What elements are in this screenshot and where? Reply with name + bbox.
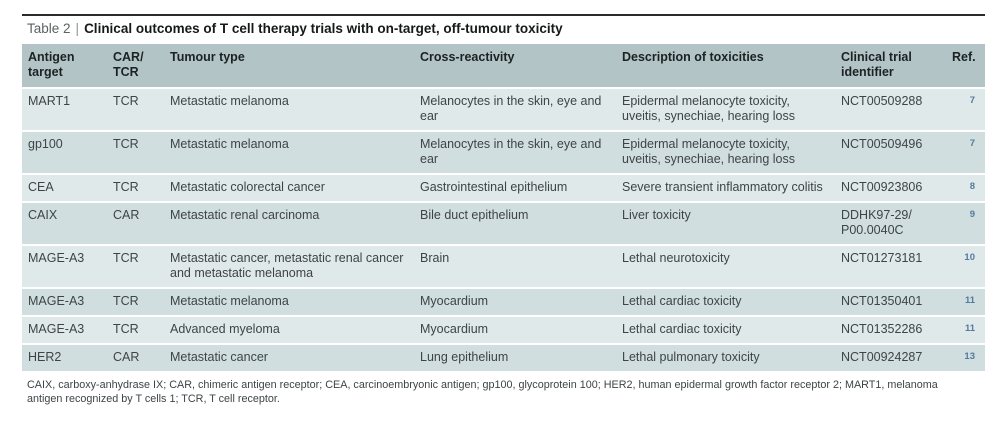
cell-car-tcr: TCR (113, 251, 139, 265)
cell-tumour-type: Metastatic melanoma (170, 294, 289, 308)
col-header-ref: Ref. (952, 50, 976, 64)
cell-tumour-type: Metastatic cancer (170, 350, 268, 364)
cell-antigen-target: MAGE-A3 (28, 322, 85, 336)
cell-ref: 13 (964, 351, 975, 362)
cell-tumour-type: Metastatic colorectal cancer (170, 180, 325, 194)
table-row: MAGE-A3 TCR Metastatic cancer, metastati… (22, 245, 985, 288)
cell-ref: 7 (969, 138, 975, 149)
col-header-trial-identifier: Clinical trial identifier (841, 50, 912, 79)
cell-tumour-type: Metastatic cancer, metastatic renal canc… (170, 251, 404, 280)
table-row: MAGE-A3 TCR Metastatic melanoma Myocardi… (22, 288, 985, 316)
cell-ref: 11 (964, 295, 975, 306)
caption-separator: | (75, 21, 80, 36)
cell-car-tcr: CAR (113, 350, 140, 364)
cell-toxicities: Liver toxicity (622, 208, 691, 222)
cell-cross-reactivity: Lung epithelium (420, 350, 509, 364)
cell-trial-identifier: DDHK97-29/ P00.0040C (841, 208, 912, 237)
cell-ref: 11 (964, 323, 975, 334)
cell-car-tcr: TCR (113, 137, 139, 151)
table-caption: Table 2 | Clinical outcomes of T cell ther… (22, 14, 985, 44)
cell-cross-reactivity: Myocardium (420, 294, 489, 308)
cell-trial-identifier: NCT00924287 (841, 350, 923, 364)
cell-car-tcr: TCR (113, 180, 139, 194)
cell-antigen-target: CAIX (28, 208, 58, 222)
cell-toxicities: Lethal cardiac toxicity (622, 294, 742, 308)
data-table: Antigen target CAR/ TCR Tumour type Cros… (22, 44, 985, 373)
col-header-cross-reactivity: Cross-reactivity (420, 50, 515, 64)
col-header-antigen-target: Antigen target (28, 50, 75, 79)
cell-trial-identifier: NCT00509496 (841, 137, 923, 151)
table-row: HER2 CAR Metastatic cancer Lung epitheli… (22, 344, 985, 372)
cell-tumour-type: Advanced myeloma (170, 322, 280, 336)
col-header-tumour-type: Tumour type (170, 50, 245, 64)
col-header-toxicities: Description of toxicities (622, 50, 764, 64)
table-row: CAIX CAR Metastatic renal carcinoma Bile… (22, 202, 985, 245)
cell-trial-identifier: NCT01352286 (841, 322, 923, 336)
cell-cross-reactivity: Bile duct epithelium (420, 208, 529, 222)
cell-cross-reactivity: Melanocytes in the skin, eye and ear (420, 94, 602, 123)
cell-trial-identifier: NCT01273181 (841, 251, 923, 265)
cell-cross-reactivity: Melanocytes in the skin, eye and ear (420, 137, 602, 166)
cell-cross-reactivity: Brain (420, 251, 450, 265)
cell-trial-identifier: NCT00509288 (841, 94, 923, 108)
cell-trial-identifier: NCT00923806 (841, 180, 923, 194)
cell-ref: 9 (969, 209, 975, 220)
cell-antigen-target: MART1 (28, 94, 71, 108)
table-row: MAGE-A3 TCR Advanced myeloma Myocardium … (22, 316, 985, 344)
cell-cross-reactivity: Myocardium (420, 322, 489, 336)
table-footnote: CAIX, carboxy-anhydrase IX; CAR, chimeri… (27, 379, 938, 405)
table-row: gp100 TCR Metastatic melanoma Melanocyte… (22, 131, 985, 174)
cell-car-tcr: TCR (113, 322, 139, 336)
table-title: Clinical outcomes of T cell therapy tria… (84, 21, 563, 36)
cell-tumour-type: Metastatic renal carcinoma (170, 208, 320, 222)
cell-tumour-type: Metastatic melanoma (170, 94, 289, 108)
cell-car-tcr: TCR (113, 94, 139, 108)
clinical-trials-table: Table 2 | Clinical outcomes of T cell ther… (22, 14, 985, 406)
cell-toxicities: Epidermal melanocyte toxicity, uveitis, … (622, 137, 796, 166)
cell-ref: 10 (964, 252, 975, 263)
cell-toxicities: Lethal pulmonary toxicity (622, 350, 760, 364)
table-number-label: Table 2 (27, 21, 71, 36)
cell-antigen-target: MAGE-A3 (28, 294, 85, 308)
col-header-car-tcr: CAR/ TCR (113, 50, 144, 79)
cell-car-tcr: CAR (113, 208, 140, 222)
cell-cross-reactivity: Gastrointestinal epithelium (420, 180, 568, 194)
cell-car-tcr: TCR (113, 294, 139, 308)
table-row: MART1 TCR Metastatic melanoma Melanocyte… (22, 88, 985, 131)
cell-ref: 8 (969, 181, 975, 192)
cell-tumour-type: Metastatic melanoma (170, 137, 289, 151)
cell-toxicities: Lethal cardiac toxicity (622, 322, 742, 336)
cell-antigen-target: CEA (28, 180, 54, 194)
cell-ref: 7 (969, 95, 975, 106)
cell-toxicities: Severe transient inflammatory colitis (622, 180, 823, 194)
cell-toxicities: Lethal neurotoxicity (622, 251, 730, 265)
cell-antigen-target: gp100 (28, 137, 63, 151)
table-row: CEA TCR Metastatic colorectal cancer Gas… (22, 174, 985, 202)
cell-antigen-target: MAGE-A3 (28, 251, 85, 265)
cell-antigen-target: HER2 (28, 350, 62, 364)
cell-toxicities: Epidermal melanocyte toxicity, uveitis, … (622, 94, 796, 123)
cell-trial-identifier: NCT01350401 (841, 294, 923, 308)
header-row: Antigen target CAR/ TCR Tumour type Cros… (22, 44, 985, 88)
